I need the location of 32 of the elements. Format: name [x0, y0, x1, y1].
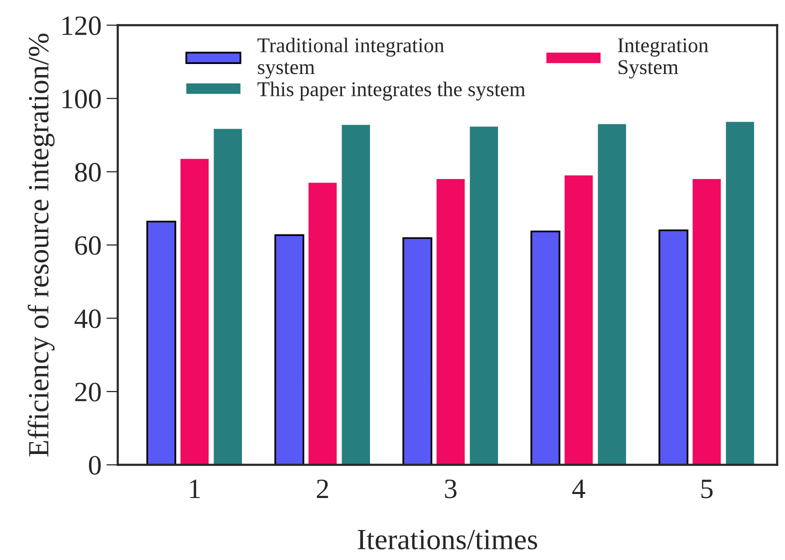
legend-label: Traditional integration system [257, 38, 444, 78]
legend-label: This paper integrates the system [257, 82, 526, 101]
x-tick-label: 2 [316, 480, 328, 498]
bar [726, 122, 754, 465]
x-tick-label: 5 [701, 480, 713, 498]
bar [308, 182, 337, 465]
y-tick-label: 60 [75, 236, 101, 255]
bar [180, 158, 209, 465]
y-tick-label: 0 [88, 456, 101, 475]
bar [146, 220, 176, 465]
x-tick-label: 4 [572, 480, 586, 498]
y-tick-label: 100 [62, 90, 101, 108]
x-axis-title: Iterations/times [358, 530, 538, 550]
bar [342, 124, 370, 465]
bar [402, 237, 432, 465]
y-tick-label: 40 [74, 309, 101, 328]
y-tick-label: 120 [62, 16, 101, 36]
bar [274, 234, 304, 465]
bar [436, 179, 465, 465]
bar [692, 179, 721, 465]
legend-label: Integration System [618, 38, 708, 78]
x-tick-label: 1 [190, 480, 200, 498]
y-tick-label: 80 [75, 162, 101, 182]
x-tick-label: 3 [445, 480, 457, 498]
bar [658, 230, 688, 465]
bar [598, 124, 626, 465]
bar [564, 175, 593, 465]
bar [470, 126, 498, 465]
y-tick-label: 20 [75, 382, 101, 402]
bar [214, 128, 242, 465]
bar [530, 230, 560, 465]
y-axis-title: Efficiency of resource integration/% [28, 34, 55, 456]
